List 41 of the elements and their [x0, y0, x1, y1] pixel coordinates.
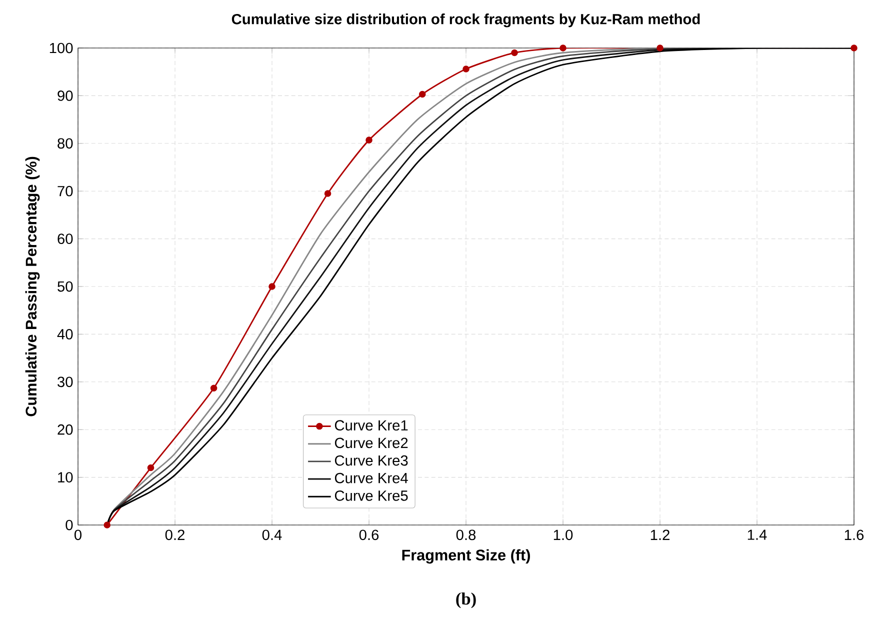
- x-tick-label: 1.0: [554, 530, 573, 540]
- text: (b): [456, 592, 476, 608]
- point: [210, 384, 218, 392]
- point: [147, 464, 154, 472]
- point: [462, 66, 470, 72]
- y-tick-label: 40: [57, 329, 73, 340]
- y-tick-label: 60: [58, 234, 73, 244]
- y-tick-label: 10: [58, 472, 73, 482]
- chart-title: Cumulative size distribution of rock fragments by Kuz-Ram method: [232, 14, 700, 28]
- legend-label: Curve Kre4: [334, 472, 408, 484]
- legend-label: Curve Kre2: [334, 438, 408, 448]
- y-tick-label: 70: [58, 186, 73, 196]
- y-tick-label: 30: [58, 376, 73, 388]
- point: [850, 44, 858, 52]
- point: [104, 522, 111, 528]
- legend-label: Curve Kre3: [334, 455, 408, 466]
- point: [511, 49, 518, 56]
- point: [656, 44, 664, 52]
- point: [366, 136, 372, 144]
- point: [324, 190, 332, 197]
- legend-label: Curve Kre1: [334, 420, 408, 431]
- y-tick-label: 100: [50, 42, 73, 54]
- point: [418, 90, 426, 98]
- y-tick-label: 0: [66, 520, 73, 530]
- x-tick-label: 0.2: [165, 530, 184, 540]
- x-tick-label: 1.2: [650, 530, 670, 540]
- x-tick-label: 1.6: [844, 530, 864, 540]
- point: [560, 44, 566, 52]
- x-tick-label: 0.8: [456, 530, 476, 540]
- y-tick-label: 90: [58, 90, 73, 101]
- x-tick-label: 0.6: [359, 530, 379, 540]
- y-axis-title: Cumulative Passing Percentage (%): [25, 156, 40, 416]
- y-tick-label: 50: [58, 281, 73, 292]
- y-tick-label: 80: [58, 138, 73, 149]
- x-tick-label: 1.4: [748, 530, 767, 540]
- legend-label: Curve Kre5: [334, 490, 408, 501]
- y-tick-label: 20: [58, 424, 73, 435]
- x-tick-label: 0: [74, 530, 82, 540]
- point: [268, 283, 276, 290]
- x-axis-title: Fragment Size (ft): [402, 549, 530, 564]
- x-tick-label: 0.4: [262, 530, 282, 540]
